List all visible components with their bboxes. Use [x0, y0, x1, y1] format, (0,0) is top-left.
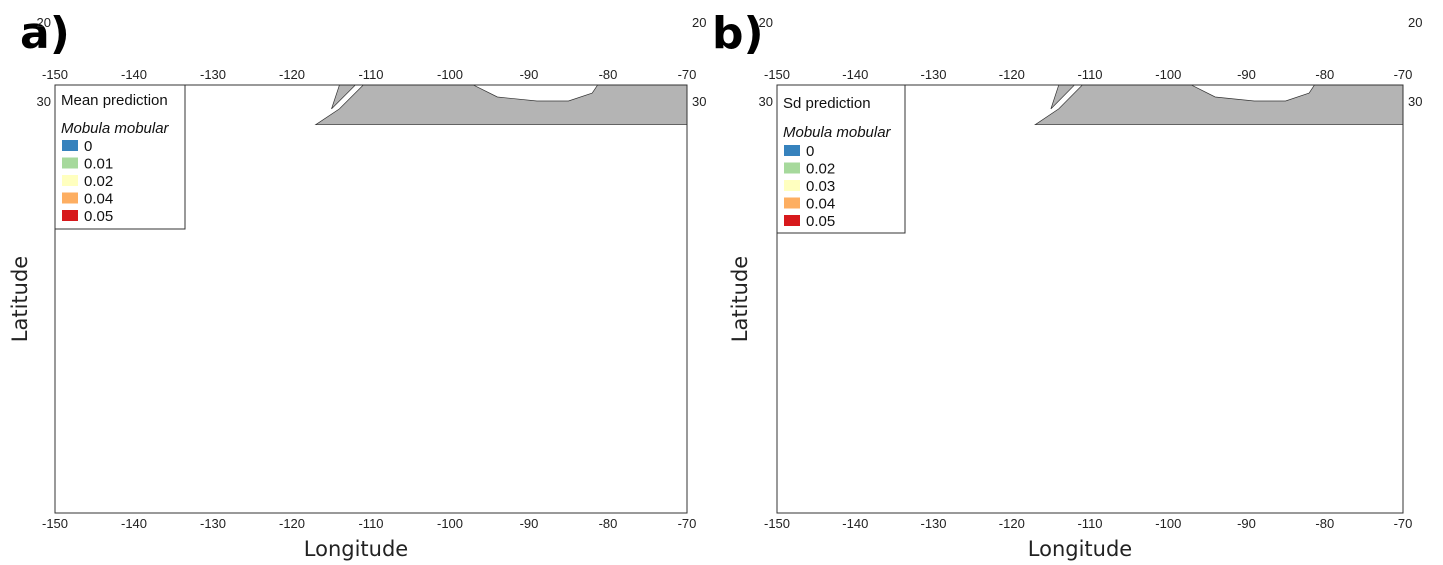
x-tick-label-top: -90: [1237, 67, 1256, 82]
x-tick-label-bottom: -110: [358, 516, 383, 531]
panel-a-label: a): [20, 8, 70, 59]
x-tick-label-top: -70: [1394, 67, 1413, 82]
y-axis-title: Latitude: [8, 256, 32, 342]
x-axis-title: Longitude: [304, 537, 408, 561]
x-tick-label-top: -150: [42, 67, 68, 82]
y-axis-title: Latitude: [728, 256, 752, 342]
map-legend: Mean prediction Mobula mobular 00.010.02…: [54, 84, 186, 230]
x-tick-label-top: -70: [678, 67, 697, 82]
legend-swatch: [62, 175, 78, 186]
panel-b-label: b): [712, 8, 764, 59]
x-tick-label-bottom: -70: [678, 516, 697, 531]
legend-species: Mobula mobular: [61, 120, 170, 137]
x-tick-label-top: -100: [1155, 67, 1181, 82]
x-tick-label-bottom: -150: [42, 516, 68, 531]
x-tick-label-bottom: -140: [842, 516, 868, 531]
map-frame: [776, 84, 1404, 514]
legend-label: 0.05: [84, 208, 113, 225]
x-tick-label-top: -80: [1315, 67, 1334, 82]
legend-label: 0.02: [806, 161, 835, 178]
legend-swatch: [784, 145, 800, 156]
legend-label: 0.01: [84, 156, 113, 173]
x-tick-label-bottom: -100: [437, 516, 463, 531]
legend-swatch: [784, 197, 800, 209]
x-tick-label-top: -140: [842, 67, 868, 82]
x-tick-label-top: -130: [200, 67, 226, 82]
legend-swatch: [62, 140, 78, 151]
x-tick-label-bottom: -130: [920, 516, 946, 531]
y-tick-label-right: 30: [692, 94, 706, 109]
x-tick-label-bottom: -90: [1237, 516, 1256, 531]
legend-swatch: [784, 180, 800, 191]
x-tick-label-top: -150: [764, 67, 790, 82]
panel-a-map: -150 -150 -140 -140 -130 -130 -120 -120 -110 -110…: [8, 15, 707, 561]
x-tick-label-top: -90: [520, 67, 539, 82]
legend-swatch: [784, 162, 800, 174]
legend-species: Mobula mobular: [783, 124, 892, 141]
y-tick-label-right: 20: [1408, 15, 1422, 30]
map-legend: Sd prediction Mobula mobular 00.020.030.…: [776, 84, 906, 234]
x-tick-label-bottom: -100: [1155, 516, 1181, 531]
legend-label: 0.04: [84, 191, 113, 208]
panel-b-map: -150 -150 -140 -140 -130 -130 -120 -120 -110 -110…: [728, 15, 1423, 561]
legend-swatch: [62, 210, 78, 221]
x-tick-label-top: -120: [999, 67, 1025, 82]
x-tick-label-bottom: -120: [279, 516, 305, 531]
x-tick-label-bottom: -150: [764, 516, 790, 531]
legend-title: Sd prediction: [783, 95, 871, 112]
legend-label: 0.04: [806, 196, 835, 213]
legend-swatch: [62, 192, 78, 204]
y-tick-label-left: 30: [37, 94, 51, 109]
x-tick-label-top: -100: [437, 67, 463, 82]
legend-box: [54, 84, 186, 230]
y-tick-label-right: 30: [1408, 94, 1422, 109]
x-tick-label-top: -110: [1077, 67, 1102, 82]
legend-swatch: [62, 157, 78, 169]
x-axis-title: Longitude: [1028, 537, 1132, 561]
map-frame: [54, 84, 688, 514]
x-tick-label-bottom: -120: [999, 516, 1025, 531]
x-tick-label-top: -110: [358, 67, 383, 82]
x-tick-label-bottom: -140: [121, 516, 147, 531]
legend-label: 0.05: [806, 213, 835, 230]
x-tick-label-top: -80: [599, 67, 618, 82]
legend-label: 0: [806, 143, 814, 160]
legend-label: 0.02: [84, 173, 113, 190]
x-tick-label-bottom: -90: [520, 516, 539, 531]
land-mass: [314, 85, 687, 126]
x-tick-label-top: -140: [121, 67, 147, 82]
y-tick-label-left: 20: [37, 15, 51, 30]
axis-ticks: -150 -150 -140 -140 -130 -130 -120 -120 -110 -110…: [37, 15, 707, 531]
legend-title: Mean prediction: [61, 92, 168, 109]
x-tick-label-bottom: -70: [1394, 516, 1413, 531]
legend-label: 0.03: [806, 178, 835, 195]
legend-label: 0: [84, 138, 92, 155]
axis-ticks: -150 -150 -140 -140 -130 -130 -120 -120 -110 -110…: [759, 15, 1423, 531]
x-tick-label-bottom: -80: [599, 516, 618, 531]
x-tick-label-bottom: -130: [200, 516, 226, 531]
x-tick-label-bottom: -110: [1077, 516, 1102, 531]
legend-swatch: [784, 215, 800, 226]
x-tick-label-top: -130: [920, 67, 946, 82]
y-tick-label-left: 20: [759, 15, 773, 30]
x-tick-label-top: -120: [279, 67, 305, 82]
land-mass: [1034, 85, 1403, 126]
y-tick-label-right: 20: [692, 15, 706, 30]
y-tick-label-left: 30: [759, 94, 773, 109]
x-tick-label-bottom: -80: [1315, 516, 1334, 531]
